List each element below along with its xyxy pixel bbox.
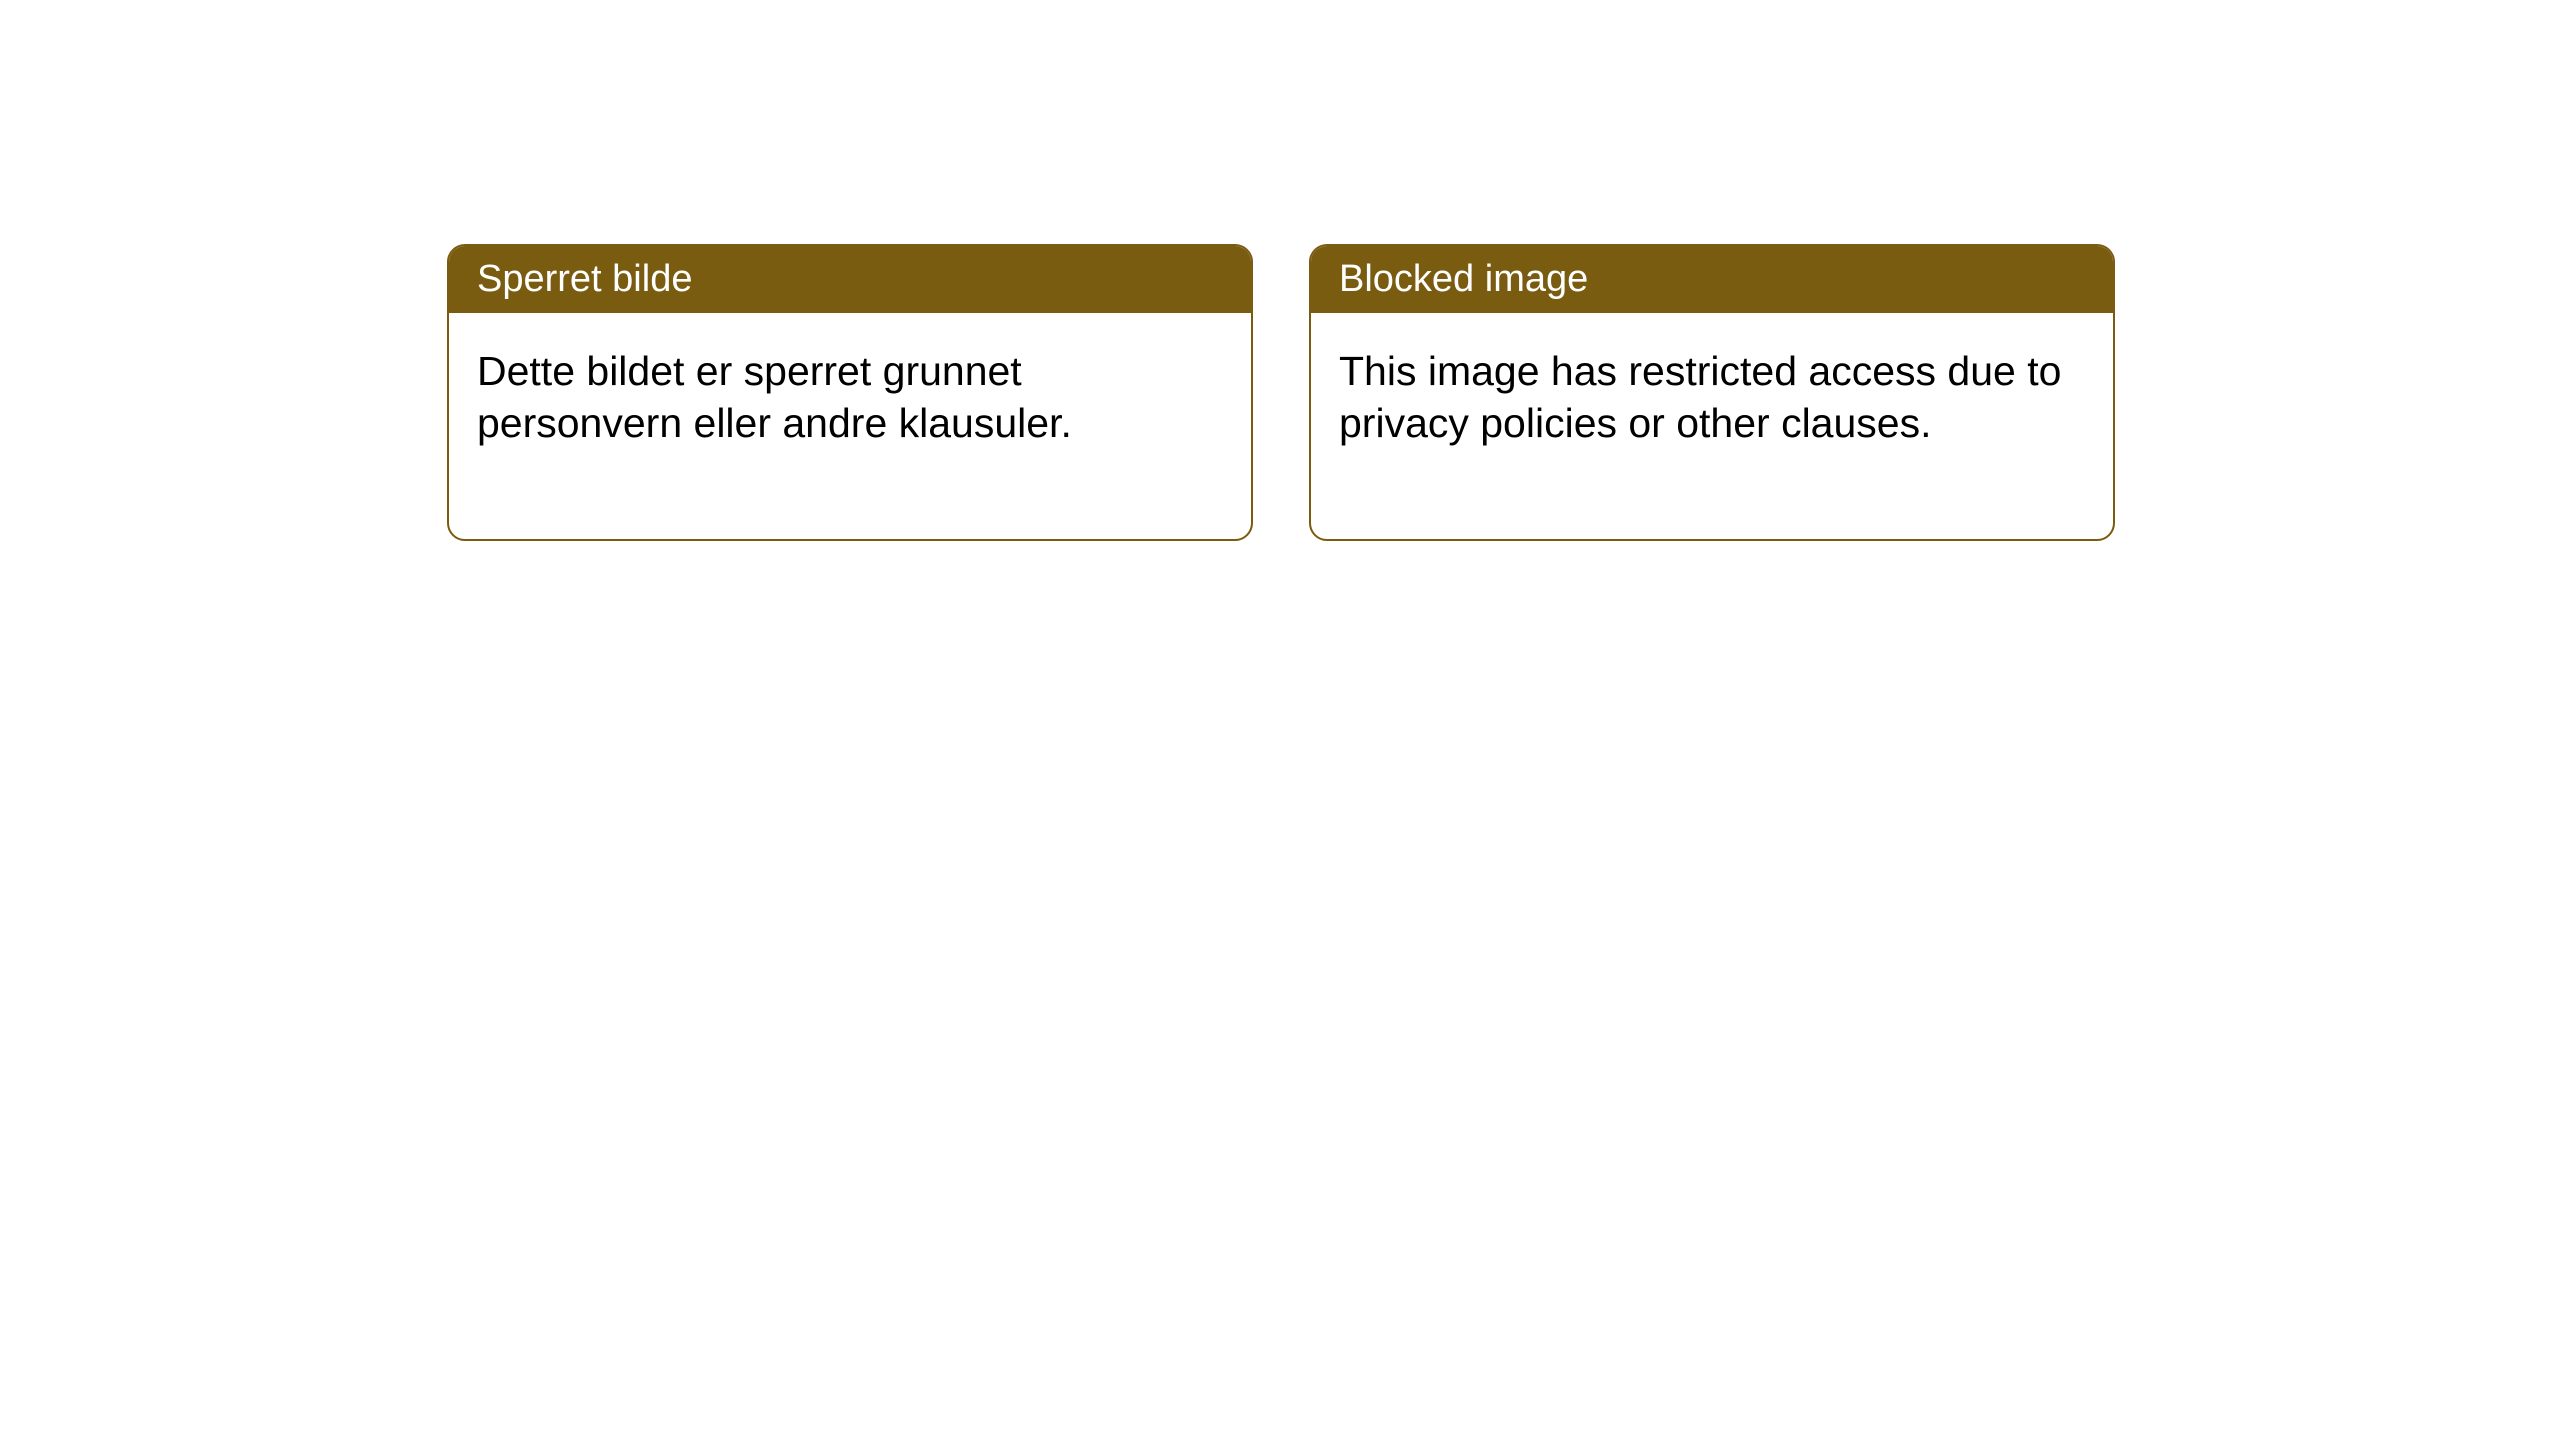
notice-container: Sperret bilde Dette bildet er sperret gr… bbox=[447, 244, 2115, 541]
notice-header-en: Blocked image bbox=[1311, 246, 2113, 313]
notice-body-no: Dette bildet er sperret grunnet personve… bbox=[449, 313, 1251, 539]
notice-body-en: This image has restricted access due to … bbox=[1311, 313, 2113, 539]
notice-card-en: Blocked image This image has restricted … bbox=[1309, 244, 2115, 541]
notice-card-no: Sperret bilde Dette bildet er sperret gr… bbox=[447, 244, 1253, 541]
notice-header-no: Sperret bilde bbox=[449, 246, 1251, 313]
